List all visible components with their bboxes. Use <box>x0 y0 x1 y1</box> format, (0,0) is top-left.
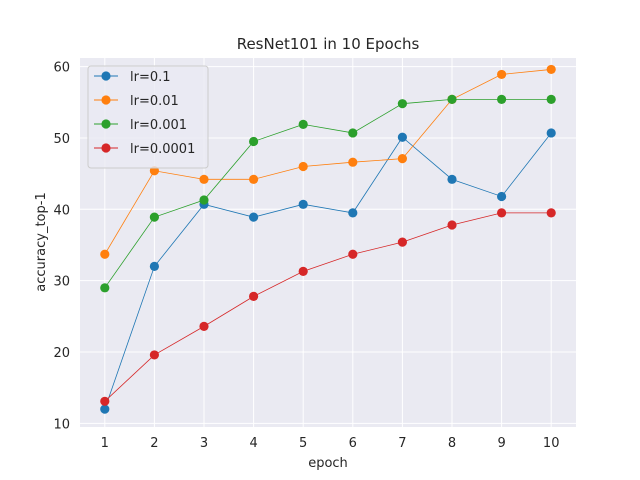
data-point <box>298 161 308 172</box>
data-point <box>149 212 159 222</box>
data-point <box>447 94 457 104</box>
chart-title: ResNet101 in 10 Epochs <box>237 35 420 53</box>
series-4 <box>100 208 556 406</box>
data-point <box>447 174 457 184</box>
legend-label: lr=0.01 <box>130 94 179 109</box>
y-axis-label: accuracy_top-1 <box>34 192 49 291</box>
y-tick-label: 10 <box>53 417 70 432</box>
data-point <box>546 208 556 218</box>
data-point <box>497 69 507 80</box>
data-point <box>249 291 259 301</box>
series-3 <box>100 94 556 293</box>
data-point <box>249 136 259 147</box>
x-tick-label: 4 <box>249 436 257 451</box>
legend-item: lr=0.0001 <box>94 142 195 157</box>
data-point <box>100 249 110 259</box>
legend-marker <box>101 143 111 153</box>
series-line <box>104 69 552 255</box>
x-tick-label: 10 <box>543 436 560 451</box>
legend: lr=0.1 lr=0.01 lr=0.001 lr=0.0001 <box>87 65 209 169</box>
data-point <box>348 208 358 218</box>
x-tick-label: 3 <box>200 436 208 451</box>
y-tick-label: 60 <box>53 61 70 76</box>
data-point <box>298 266 308 277</box>
data-point <box>497 94 507 104</box>
legend-label: lr=0.0001 <box>130 142 195 157</box>
data-point <box>397 154 407 164</box>
x-tick-label: 8 <box>448 436 456 451</box>
series-line <box>104 212 552 402</box>
y-tick-label: 50 <box>53 132 70 147</box>
legend-label: lr=0.1 <box>130 70 171 85</box>
data-point <box>298 199 308 209</box>
data-point <box>447 220 457 230</box>
data-point <box>199 321 209 331</box>
data-point <box>348 157 358 167</box>
x-axis-label: epoch <box>308 456 348 471</box>
x-tick-label: 5 <box>299 436 307 451</box>
legend-box <box>87 65 209 169</box>
data-point <box>100 404 110 414</box>
data-point <box>298 119 308 129</box>
legend-label: lr=0.001 <box>130 118 187 133</box>
data-point <box>397 99 407 109</box>
legend-item: lr=0.01 <box>94 94 179 109</box>
data-series <box>100 64 556 414</box>
data-point <box>348 249 358 259</box>
legend-item: lr=0.1 <box>94 70 171 85</box>
data-point <box>348 128 358 138</box>
y-tick-label: 40 <box>53 203 70 218</box>
data-point <box>100 396 110 406</box>
data-point <box>100 283 110 293</box>
series-1 <box>100 128 556 414</box>
x-tick-label: 9 <box>497 436 505 451</box>
data-point <box>249 212 259 222</box>
series-line <box>104 132 552 410</box>
data-point <box>199 195 209 205</box>
data-point <box>497 208 507 218</box>
series-line <box>104 98 552 289</box>
legend-marker <box>101 95 111 105</box>
data-point <box>546 64 556 75</box>
data-point <box>546 94 556 104</box>
data-point <box>397 237 407 247</box>
x-tick-label: 1 <box>101 436 109 451</box>
data-point <box>249 174 259 184</box>
data-point <box>497 191 507 202</box>
data-point <box>546 128 556 138</box>
x-tick-label: 2 <box>150 436 158 451</box>
y-tick-label: 30 <box>53 275 70 290</box>
legend-marker <box>101 119 111 129</box>
data-point <box>149 350 159 360</box>
data-point <box>397 132 407 142</box>
legend-item: lr=0.001 <box>94 118 187 133</box>
axis-ticks: 10 20 30 40 50 60 1 2 3 4 5 6 7 8 9 10 <box>53 61 559 451</box>
data-point <box>199 174 209 184</box>
y-tick-label: 20 <box>53 346 70 361</box>
legend-marker <box>101 71 111 81</box>
data-point <box>149 261 159 272</box>
x-tick-label: 7 <box>398 436 406 451</box>
x-tick-label: 6 <box>349 436 357 451</box>
